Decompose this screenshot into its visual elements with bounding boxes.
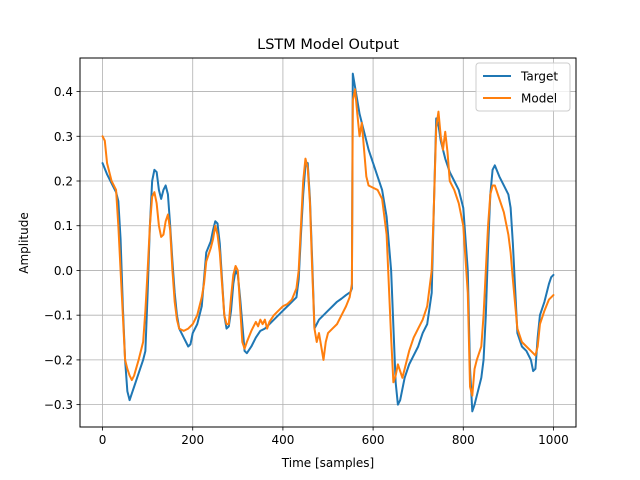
chart-title: LSTM Model Output [257,37,399,53]
x-tick-label: 200 [181,433,204,447]
legend-label-model: Model [521,92,557,106]
axis-tick-labels: 0 200 400 600 800 1000 −0.3 −0.2 −0.1 0.0 0.1 0.2 0.… [44,85,569,447]
y-tick-label: 0.4 [54,85,73,99]
y-axis-label: Amplitude [17,212,31,274]
x-tick-label: 0 [99,433,107,447]
y-tick-label: −0.3 [44,398,73,412]
y-tick-label: −0.1 [44,309,73,323]
x-tick-label: 600 [362,433,385,447]
y-tick-label: 0.2 [54,175,73,189]
x-tick-label: 800 [452,433,475,447]
series-line-model [101,88,555,397]
x-axis-label: Time [samples] [281,456,374,470]
x-tick-label: 400 [271,433,294,447]
plot-frame [79,57,577,428]
grid-lines [80,58,576,427]
legend: Target Model [475,62,571,112]
y-tick-label: −0.2 [44,353,73,367]
y-tick-label: 0.3 [54,130,73,144]
axis-ticks [76,91,554,431]
y-tick-label: 0.1 [54,219,73,233]
x-tick-label: 1000 [538,433,569,447]
series-layer [101,72,555,413]
y-tick-label: 0.0 [54,264,73,278]
legend-label-target: Target [520,70,558,84]
